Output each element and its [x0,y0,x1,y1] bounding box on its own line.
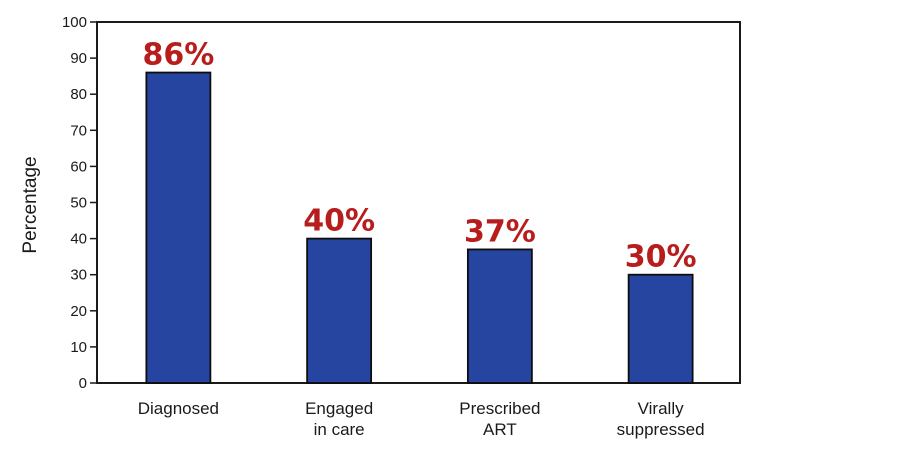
y-tick-label: 50 [70,195,87,212]
x-tick-label: Virally [638,399,684,418]
y-axis-label: Percentage [20,156,41,253]
y-tick-label: 60 [70,158,87,175]
bars [145,71,694,384]
x-tick-label: Prescribed [459,399,540,418]
y-tick-label: 80 [70,86,87,103]
bar-virally-suppressed [627,273,694,384]
y-tick-label: 100 [62,14,87,31]
y-tick-label: 70 [70,122,87,139]
y-tick-label: 90 [70,50,87,67]
y-tick-label: 20 [70,303,87,320]
y-tick-label: 30 [70,267,87,284]
y-tick-label: 0 [79,375,87,392]
y-axis: 0 10 20 30 40 50 60 70 80 90 100 [62,14,97,392]
bar-prescribed-art [466,248,533,384]
x-tick-label: Diagnosed [138,399,219,418]
x-tick-label: Engaged [305,399,373,418]
data-label: 30% [625,240,697,275]
y-tick-label: 40 [70,231,87,248]
data-label: 86% [142,38,214,73]
data-label: 37% [464,214,536,249]
x-axis: Diagnosed Engaged in care Prescribed ART Vira… [138,399,705,439]
y-tick-label: 10 [70,339,87,356]
x-tick-label: ART [483,420,517,439]
data-label: 40% [303,204,375,239]
bar-diagnosed [145,71,212,384]
x-tick-label: suppressed [617,420,705,439]
x-tick-label: in care [314,420,365,439]
bar-engaged-in-care [306,237,373,384]
data-labels: 86% 40% 37% 30% [142,38,696,275]
